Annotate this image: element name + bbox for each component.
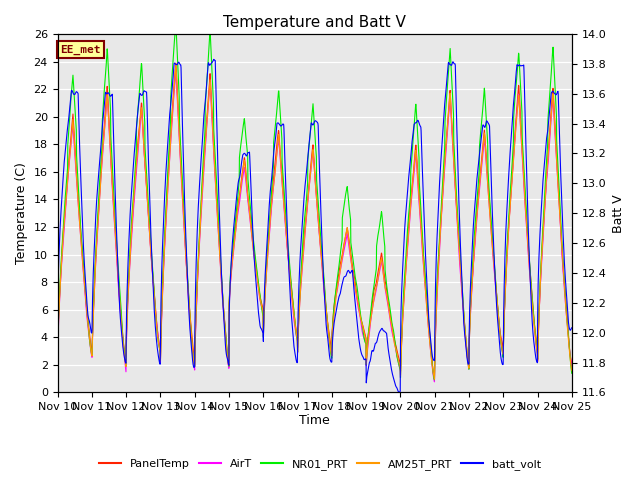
Legend: PanelTemp, AirT, NR01_PRT, AM25T_PRT, batt_volt: PanelTemp, AirT, NR01_PRT, AM25T_PRT, ba… [94,455,546,474]
Y-axis label: Batt V: Batt V [612,194,625,232]
NR01_PRT [291,312,298,317]
PanelTemp [554,164,561,169]
PanelTemp [304,195,312,201]
batt_volt [291,346,298,351]
AirT [304,198,312,204]
Line: NR01_PRT: NR01_PRT [58,34,572,380]
batt_volt [459,304,467,310]
batt_volt [554,89,561,95]
PanelTemp [80,270,88,276]
Text: EE_met: EE_met [60,45,100,55]
NR01_PRT [568,371,576,376]
NR01_PRT [431,377,438,383]
NR01_PRT [172,31,179,37]
batt_volt [304,154,312,159]
AirT [291,319,298,325]
PanelTemp [431,376,438,382]
AirT [54,355,61,361]
AM25T_PRT [291,315,298,321]
Line: batt_volt: batt_volt [58,60,572,392]
AM25T_PRT [431,376,438,382]
Line: AM25T_PRT: AM25T_PRT [58,64,572,379]
Line: PanelTemp: PanelTemp [58,63,572,379]
AirT [554,168,561,174]
Title: Temperature and Batt V: Temperature and Batt V [223,15,406,30]
NR01_PRT [554,153,561,159]
PanelTemp [54,348,61,354]
PanelTemp [291,312,298,318]
X-axis label: Time: Time [300,414,330,427]
PanelTemp [554,168,561,173]
PanelTemp [568,360,576,366]
batt_volt [80,250,88,256]
AM25T_PRT [304,196,312,202]
AM25T_PRT [554,168,561,174]
batt_volt [568,325,576,331]
batt_volt [395,389,403,395]
PanelTemp [459,302,467,308]
NR01_PRT [80,265,88,271]
NR01_PRT [554,148,561,154]
NR01_PRT [459,299,467,304]
AM25T_PRT [54,352,61,358]
NR01_PRT [304,156,312,162]
AirT [431,379,438,384]
Line: AirT: AirT [58,72,572,382]
AirT [80,275,88,280]
AirT [459,304,467,310]
AM25T_PRT [80,273,88,278]
Y-axis label: Temperature (C): Temperature (C) [15,162,28,264]
AM25T_PRT [459,303,467,309]
NR01_PRT [54,351,61,357]
AM25T_PRT [568,368,576,373]
batt_volt [210,57,218,62]
AM25T_PRT [172,61,180,67]
AirT [172,69,180,75]
batt_volt [54,328,61,334]
AirT [568,364,576,370]
AirT [554,172,561,178]
AM25T_PRT [554,173,561,179]
PanelTemp [172,60,180,66]
batt_volt [554,90,561,96]
